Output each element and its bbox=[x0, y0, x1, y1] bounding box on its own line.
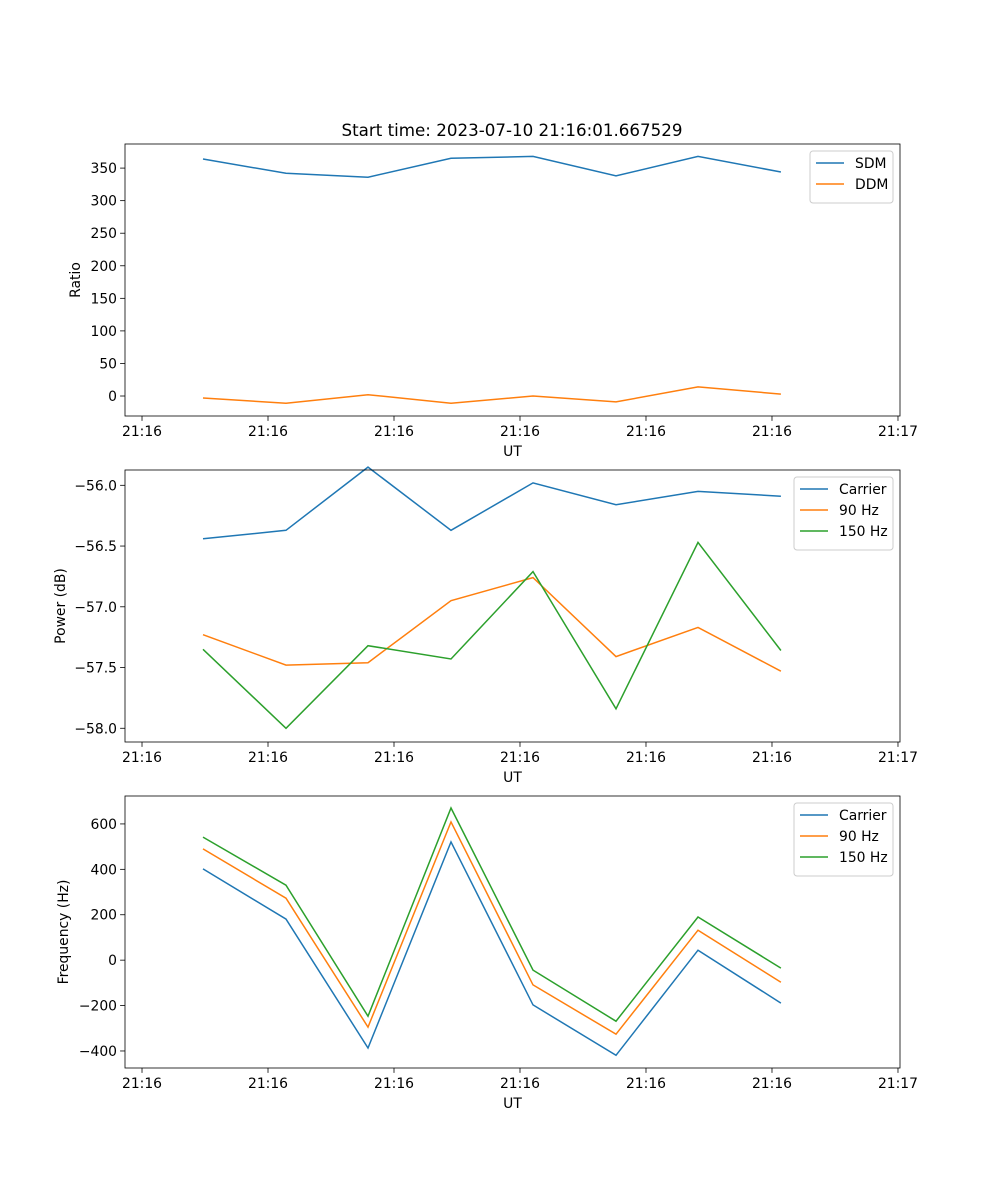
axes-frame bbox=[124, 143, 901, 417]
legend-label: Carrier bbox=[839, 482, 887, 498]
axes-frame bbox=[124, 795, 901, 1069]
x-axis-label: UT bbox=[503, 444, 522, 460]
y-tick-label: −57.5 bbox=[74, 661, 117, 677]
x-tick-label: 21:16 bbox=[500, 750, 540, 766]
x-axis-label: UT bbox=[503, 770, 522, 786]
legend-label: 150 Hz bbox=[839, 524, 888, 540]
series-line-90-hz bbox=[202, 576, 782, 672]
legend-label: 90 Hz bbox=[839, 503, 879, 519]
axes-frame bbox=[124, 469, 901, 743]
legend-box bbox=[809, 150, 894, 204]
x-tick-label: 21:16 bbox=[374, 1076, 414, 1092]
legend-label: SDM bbox=[855, 156, 887, 172]
y-tick-label: −400 bbox=[79, 1044, 117, 1060]
series-line-90-hz bbox=[202, 820, 782, 1036]
x-tick-label: 21:16 bbox=[626, 750, 666, 766]
x-tick-label: 21:16 bbox=[248, 424, 288, 440]
x-tick-label: 21:16 bbox=[122, 750, 162, 766]
legend-label: 150 Hz bbox=[839, 850, 888, 866]
x-tick-label: 21:16 bbox=[122, 1076, 162, 1092]
legend-label: DDM bbox=[855, 177, 888, 193]
y-tick-label: 100 bbox=[90, 324, 117, 340]
x-tick-label: 21:17 bbox=[878, 750, 918, 766]
x-tick-label: 21:16 bbox=[122, 424, 162, 440]
y-axis-label: Power (dB) bbox=[53, 568, 69, 644]
y-tick-label: −56.5 bbox=[74, 539, 117, 555]
x-tick-label: 21:16 bbox=[374, 750, 414, 766]
series-line-carrier bbox=[202, 840, 782, 1057]
x-tick-label: 21:17 bbox=[878, 424, 918, 440]
series-line-150-hz bbox=[202, 540, 782, 730]
y-axis-label: Ratio bbox=[68, 262, 84, 298]
x-tick-label: 21:16 bbox=[374, 424, 414, 440]
subplot-2: 21:16 21:16 21:16 21:16 21:16 21:16 21:17 −58.0… bbox=[53, 466, 918, 786]
y-tick-label: 200 bbox=[90, 908, 117, 924]
x-tick-label: 21:16 bbox=[752, 1076, 792, 1092]
subplot-1: 21:16 21:16 21:16 21:16 21:16 21:16 21:17 0 50 10… bbox=[68, 143, 918, 460]
legend: Carrier 90 Hz 150 Hz bbox=[793, 476, 894, 551]
y-tick-label: 600 bbox=[90, 817, 117, 833]
y-tick-label: 0 bbox=[108, 953, 117, 969]
x-tick-label: 21:16 bbox=[626, 424, 666, 440]
series-line-ddm bbox=[202, 386, 781, 404]
y-tick-label: 0 bbox=[108, 389, 117, 405]
y-tick-label: −56.0 bbox=[74, 478, 117, 494]
y-tick-label: −58.0 bbox=[74, 721, 117, 737]
y-tick-label: 150 bbox=[90, 291, 117, 307]
x-tick-label: 21:16 bbox=[752, 424, 792, 440]
legend-label: Carrier bbox=[839, 808, 887, 824]
y-tick-label: 350 bbox=[90, 161, 117, 177]
y-tick-label: 400 bbox=[90, 862, 117, 878]
y-tick-label: 250 bbox=[90, 226, 117, 242]
x-tick-label: 21:16 bbox=[248, 1076, 288, 1092]
subplot-3: 21:16 21:16 21:16 21:16 21:16 21:16 21:17 −400 −… bbox=[56, 795, 918, 1112]
x-tick-label: 21:16 bbox=[500, 1076, 540, 1092]
y-axis-label: Frequency (Hz) bbox=[56, 880, 72, 985]
x-tick-label: 21:16 bbox=[248, 750, 288, 766]
legend: Carrier 90 Hz 150 Hz bbox=[793, 802, 894, 877]
y-tick-label: 300 bbox=[90, 194, 117, 210]
series-line-carrier bbox=[202, 466, 781, 540]
series-line-150-hz bbox=[202, 806, 782, 1023]
series-line-sdm bbox=[202, 155, 782, 178]
y-tick-label: −57.0 bbox=[74, 600, 117, 616]
x-tick-label: 21:16 bbox=[626, 1076, 666, 1092]
y-tick-label: 200 bbox=[90, 259, 117, 275]
legend: SDM DDM bbox=[809, 150, 894, 204]
x-tick-label: 21:17 bbox=[878, 1076, 918, 1092]
x-tick-label: 21:16 bbox=[500, 424, 540, 440]
legend-label: 90 Hz bbox=[839, 829, 879, 845]
figure-title: Start time: 2023-07-10 21:16:01.667529 bbox=[342, 120, 683, 140]
x-tick-label: 21:16 bbox=[752, 750, 792, 766]
y-tick-label: 50 bbox=[99, 356, 117, 372]
x-axis-label: UT bbox=[503, 1096, 522, 1112]
y-tick-label: −200 bbox=[79, 999, 117, 1015]
